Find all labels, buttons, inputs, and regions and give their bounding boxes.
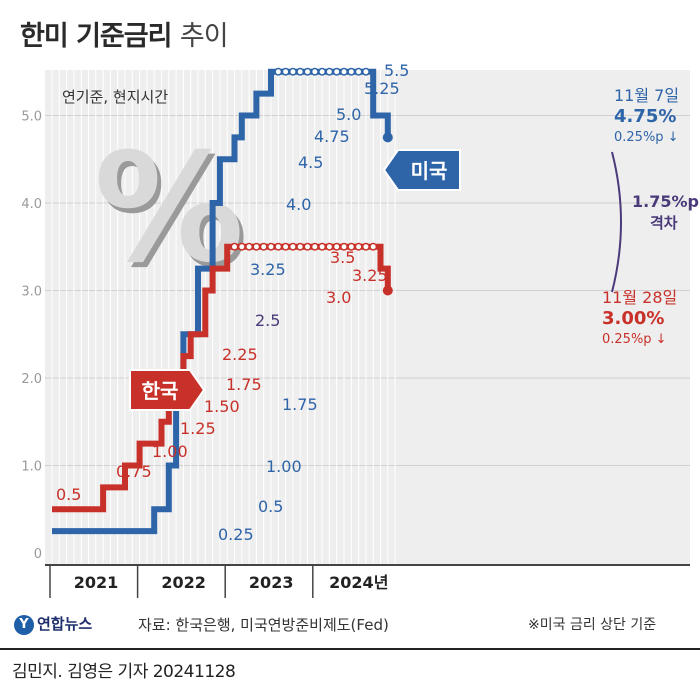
series-line-us [52, 68, 391, 535]
value-label-us: 0.25 [218, 525, 254, 544]
value-label-korea: 1.75 [226, 375, 262, 394]
byline: 김민지. 김영은 기자 20241128 [12, 662, 236, 682]
value-label-korea: 3.25 [352, 266, 388, 285]
meeting-dot-korea [369, 242, 378, 251]
y-tick-label: 4.0 [21, 197, 42, 212]
page-title: 한미 기준금리 추이 [20, 14, 229, 53]
end-point-us [382, 132, 393, 143]
value-label-korea: 3.0 [326, 288, 351, 307]
end-point-korea [382, 285, 393, 296]
title-sub: 추이 [179, 21, 229, 52]
series-badge-us: 미국 [382, 149, 461, 191]
meeting-dot-korea [245, 242, 254, 251]
meeting-dot-korea [237, 242, 246, 251]
value-label-us: 5.0 [336, 105, 361, 124]
logo-icon: Y [14, 614, 34, 635]
value-label-us: 3.25 [250, 260, 286, 279]
meeting-dot-korea [267, 242, 275, 251]
x-tick-label: 2024년 [329, 573, 388, 592]
x-axis-band [45, 565, 690, 598]
value-label-us: 1.00 [266, 457, 302, 476]
logo-text: 연합뉴스 [37, 615, 93, 633]
meeting-dot-us [347, 67, 356, 76]
value-label-us: 0.5 [258, 497, 283, 516]
meeting-dot-korea [340, 242, 348, 251]
meeting-dot-korea [310, 242, 319, 251]
meeting-dot-korea [230, 242, 239, 251]
meeting-dot-korea [361, 242, 370, 251]
unit-label: 연기준, 현지시간 [62, 88, 168, 106]
value-label-us: 4.75 [314, 127, 350, 146]
end-value-korea: 3.00% [602, 308, 664, 329]
badge-shape [382, 149, 461, 191]
value-label-korea: 1.00 [152, 442, 188, 461]
meeting-dot-korea [332, 242, 341, 251]
svg-text:%: % [98, 127, 248, 301]
meeting-dot-us [354, 67, 363, 76]
x-tick-label: 2022 [161, 573, 206, 592]
value-label-us: 5.5 [384, 61, 409, 80]
y-tick-label: 0 [34, 547, 42, 562]
meeting-dot-us [310, 67, 319, 76]
x-tick-label: 2023 [249, 573, 294, 592]
meeting-dot-korea [303, 242, 312, 251]
meeting-dot-korea [252, 242, 261, 251]
meeting-dot-us [274, 67, 283, 76]
meeting-dot-us [281, 67, 290, 76]
badge-shape [129, 369, 206, 411]
badge-label: 미국 [411, 159, 448, 183]
series-badge-korea: 한국 [129, 369, 206, 411]
y-tick-label: 5.0 [21, 110, 42, 125]
value-label-us: 2.5 [255, 311, 280, 330]
series-line-korea [52, 243, 391, 513]
meeting-dot-korea [318, 242, 327, 251]
value-label-korea: 3.5 [330, 248, 355, 267]
value-label-korea: 0.75 [116, 462, 152, 481]
end-change-us: 0.25%p ↓ [614, 130, 679, 145]
badge-label: 한국 [142, 379, 179, 403]
meeting-dot-us [340, 67, 348, 76]
value-label-us: 1.75 [282, 395, 318, 414]
y-tick-label: 3.0 [21, 285, 42, 300]
value-label-korea: 1.50 [204, 397, 240, 416]
value-label-us: 5.25 [364, 79, 400, 98]
end-change-korea: 0.25%p ↓ [602, 332, 667, 347]
meeting-dot-us [288, 67, 297, 76]
end-date-korea: 11월 28일 [602, 288, 677, 307]
value-label-us: 4.5 [298, 153, 323, 172]
gap-value: 1.75%p [632, 192, 699, 211]
rate-chart: 2021 2022 2023 2024년 0 1.0 2.0 3.0 4.0 5.0 % % 0… [21, 61, 699, 598]
meeting-dot-korea [281, 242, 290, 251]
y-tick-label: 1.0 [21, 460, 42, 475]
meeting-dot-korea [325, 242, 334, 251]
end-date-us: 11월 7일 [614, 86, 679, 105]
divider [0, 648, 700, 650]
value-label-us: 4.0 [286, 195, 311, 214]
meeting-dot-us [296, 67, 305, 76]
gap-bracket [611, 151, 622, 293]
percent-icon: % % [94, 122, 248, 301]
meeting-dot-korea [296, 242, 305, 251]
meeting-dot-us [361, 67, 370, 76]
meeting-dot-korea [274, 242, 283, 251]
end-value-us: 4.75% [614, 106, 676, 127]
meeting-dot-korea [288, 242, 297, 251]
y-tick-label: 2.0 [21, 372, 42, 387]
meeting-dot-us [303, 67, 312, 76]
source-text: 자료: 한국은행, 미국연방준비제도(Fed) [138, 616, 389, 634]
meeting-dot-korea [259, 242, 268, 251]
meeting-dot-us [318, 67, 327, 76]
meeting-dot-us [332, 67, 341, 76]
meeting-dot-korea [354, 242, 363, 251]
meeting-dot-us [325, 67, 334, 76]
gap-label: 격차 [650, 214, 678, 232]
title-main: 한미 기준금리 [20, 21, 172, 52]
value-label-korea: 0.5 [56, 485, 81, 504]
meeting-dot-korea [347, 242, 356, 251]
x-tick-label: 2021 [74, 573, 119, 592]
value-label-korea: 2.25 [222, 345, 258, 364]
yonhap-logo: Y 연합뉴스 [14, 613, 92, 635]
value-label-korea: 1.25 [180, 419, 216, 438]
note-text: ※미국 금리 상단 기준 [528, 617, 657, 633]
